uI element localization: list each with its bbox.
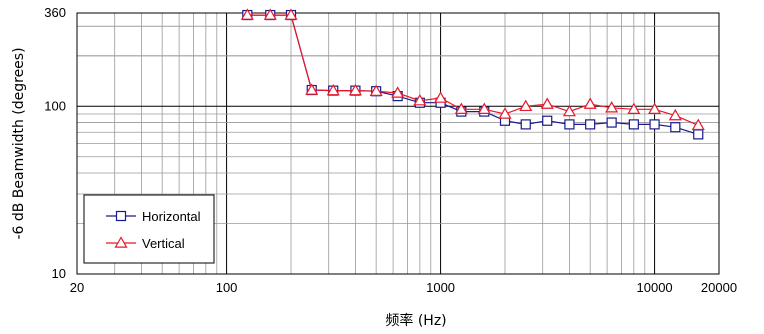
series-vertical [240,8,705,131]
data-point-vertical [348,83,362,96]
data-point-vertical [305,83,319,95]
data-point-horizontal [520,119,531,130]
data-point-vertical [263,8,277,20]
data-point-horizontal [628,119,639,130]
legend-label-horizontal: Horizontal [142,209,201,224]
data-point-horizontal [585,119,596,130]
data-point-vertical [519,99,533,112]
legend-box [83,194,215,264]
y-tick-label: 10 [52,266,66,281]
y-tick-label: 360 [44,5,66,20]
data-point-vertical [434,91,448,103]
data-point-horizontal [542,115,553,126]
data-point-horizontal [606,117,617,128]
legend-label-vertical: Vertical [142,236,185,251]
data-point-vertical [391,86,405,98]
x-tick-label: 20 [70,280,84,295]
grid [77,13,719,274]
x-axis-label: 频率 (Hz) [385,312,446,329]
x-tick-label: 10000 [637,280,673,295]
tick-labels: 20 100 1000 10000 20000 10 100 360 [44,5,737,295]
data-point-horizontal [564,119,575,130]
data-point-vertical [240,8,254,20]
data-point-vertical [413,93,427,106]
legend-marker-vertical [114,236,128,248]
x-tick-label: 1000 [426,280,455,295]
data-point-horizontal [693,129,704,140]
data-point-vertical [627,102,641,114]
series-layer [240,8,705,140]
series-line-vertical [247,14,699,126]
data-point-vertical [668,108,682,121]
data-point-vertical [498,107,512,119]
plot-frame [76,12,720,275]
data-point-vertical [454,102,468,114]
data-point-vertical [540,97,554,109]
data-point-vertical [648,102,662,114]
data-point-vertical [477,102,491,114]
legend-marker-horizontal [115,210,127,222]
data-point-vertical [691,118,705,131]
series-line-horizontal [247,14,699,135]
data-point-vertical [326,83,340,96]
data-point-horizontal [649,119,660,130]
data-point-vertical [369,84,383,96]
y-tick-label: 100 [44,98,66,113]
data-point-vertical [562,104,576,117]
x-tick-label: 100 [216,280,238,295]
data-point-vertical [583,97,597,109]
data-point-vertical [605,101,619,113]
legend: Horizontal Vertical [83,194,215,264]
x-tick-label: 20000 [701,280,737,295]
data-point-horizontal [670,122,681,133]
data-point-vertical [284,8,298,20]
y-axis-label: -6 dB Beamwidth (degrees) [11,47,27,239]
